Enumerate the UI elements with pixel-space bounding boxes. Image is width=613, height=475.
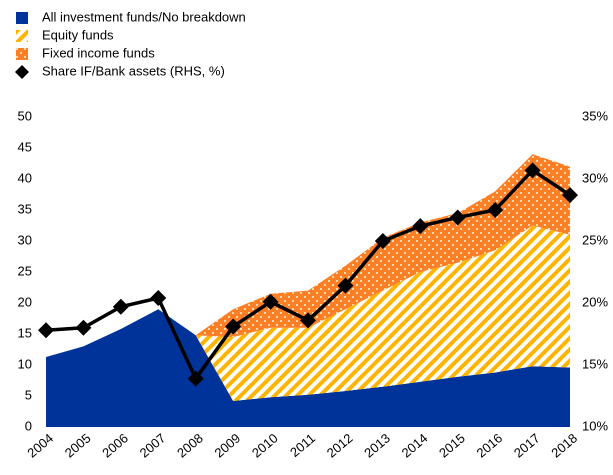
y-tick-label: 20 bbox=[18, 294, 32, 309]
x-tick-label: 2007 bbox=[137, 430, 169, 460]
marker bbox=[449, 209, 466, 226]
y2-tick-label: 10% bbox=[582, 418, 608, 433]
marker bbox=[487, 202, 504, 218]
y-tick-label: 10 bbox=[18, 356, 32, 371]
marker bbox=[262, 293, 279, 310]
y-tick-label: 40 bbox=[18, 170, 32, 185]
y-tick-label: 45 bbox=[18, 139, 32, 154]
x-tick-label: 2009 bbox=[211, 430, 243, 460]
marker bbox=[300, 312, 316, 329]
y2-tick-label: 15% bbox=[582, 356, 608, 371]
y-tick-label: 50 bbox=[18, 108, 32, 123]
y-tick-label: 25 bbox=[18, 263, 32, 278]
y-tick-label: 35 bbox=[18, 201, 32, 216]
marker bbox=[112, 298, 129, 315]
x-tick-label: 2004 bbox=[24, 430, 56, 460]
legend-label: Fixed income funds bbox=[42, 45, 155, 60]
marker bbox=[412, 218, 429, 235]
y2-tick-label: 25% bbox=[582, 232, 608, 247]
y2-tick-label: 35% bbox=[582, 108, 608, 123]
marker bbox=[374, 233, 391, 249]
x-tick-label: 2016 bbox=[473, 430, 505, 460]
legend-label: Equity funds bbox=[42, 27, 114, 42]
legend-label: Share IF/Bank assets (RHS, %) bbox=[42, 63, 225, 78]
area bbox=[195, 225, 570, 401]
x-tick-label: 2012 bbox=[324, 430, 356, 460]
x-tick-label: 2013 bbox=[361, 430, 393, 460]
legend-marker bbox=[16, 12, 28, 24]
y2-tick-label: 30% bbox=[582, 170, 608, 185]
marker bbox=[150, 290, 167, 307]
legend-marker bbox=[16, 30, 28, 42]
y-tick-label: 15 bbox=[18, 325, 32, 340]
x-tick-label: 2015 bbox=[436, 430, 468, 460]
y-tick-label: 0 bbox=[25, 418, 32, 433]
marker bbox=[337, 277, 354, 294]
x-tick-label: 2005 bbox=[62, 430, 94, 460]
legend-label: All investment funds/No breakdown bbox=[42, 9, 246, 24]
x-tick-label: 2018 bbox=[548, 430, 580, 460]
marker bbox=[562, 187, 578, 204]
legend-marker bbox=[15, 65, 29, 79]
x-tick-label: 2011 bbox=[287, 430, 318, 459]
x-tick-label: 2017 bbox=[511, 430, 543, 460]
marker bbox=[524, 162, 541, 179]
marker bbox=[38, 322, 54, 339]
x-tick-label: 2008 bbox=[174, 430, 206, 460]
y-tick-label: 30 bbox=[18, 232, 32, 247]
x-tick-label: 2006 bbox=[99, 430, 131, 460]
y-tick-label: 5 bbox=[25, 387, 32, 402]
legend-marker bbox=[16, 48, 28, 60]
marker bbox=[225, 318, 242, 335]
x-tick-label: 2010 bbox=[249, 430, 281, 460]
y2-tick-label: 20% bbox=[582, 294, 608, 309]
marker bbox=[187, 370, 204, 387]
x-tick-label: 2014 bbox=[399, 430, 431, 460]
marker bbox=[75, 319, 92, 336]
